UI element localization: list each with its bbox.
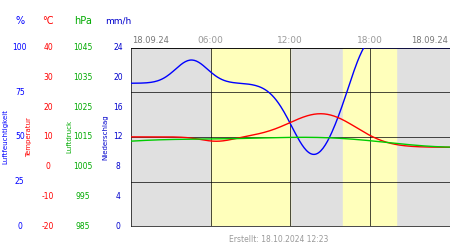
Text: -10: -10 [42,192,54,201]
Text: -20: -20 [42,222,54,231]
Text: °C: °C [42,16,54,26]
Text: mm/h: mm/h [105,17,131,26]
Text: 06:00: 06:00 [198,36,224,45]
Text: 1005: 1005 [73,162,93,171]
Text: 8: 8 [116,162,120,171]
Text: 0: 0 [46,162,50,171]
Text: 995: 995 [76,192,90,201]
Text: 24: 24 [113,43,123,52]
Text: 100: 100 [13,43,27,52]
Text: Niederschlag: Niederschlag [103,114,108,160]
Text: 18.09.24: 18.09.24 [411,36,448,45]
Text: 1045: 1045 [73,43,93,52]
Bar [211,48,290,226]
Text: 30: 30 [43,73,53,82]
Text: 18:00: 18:00 [357,36,383,45]
Text: 4: 4 [116,192,120,201]
Text: 18.09.24: 18.09.24 [133,36,169,45]
Text: hPa: hPa [74,16,92,26]
Text: 20: 20 [43,102,53,112]
Text: 1035: 1035 [73,73,93,82]
Text: 0: 0 [116,222,120,231]
Text: 10: 10 [43,132,53,141]
Text: 0: 0 [18,222,22,231]
Text: 985: 985 [76,222,90,231]
Text: 25: 25 [15,177,25,186]
Bar [343,48,396,226]
Text: Erstellt: 18.10.2024 12:23: Erstellt: 18.10.2024 12:23 [230,235,328,244]
Text: Luftdruck: Luftdruck [67,120,72,154]
Text: 50: 50 [15,132,25,141]
Text: 40: 40 [43,43,53,52]
Text: 12:00: 12:00 [277,36,303,45]
Text: 1025: 1025 [74,102,93,112]
Text: 75: 75 [15,88,25,97]
Text: %: % [15,16,24,26]
Text: 12: 12 [113,132,123,141]
Text: Temperatur: Temperatur [26,117,32,157]
Text: 20: 20 [113,73,123,82]
Text: 1015: 1015 [74,132,93,141]
Text: Luftfeuchtigkeit: Luftfeuchtigkeit [2,110,8,164]
Text: 16: 16 [113,102,123,112]
